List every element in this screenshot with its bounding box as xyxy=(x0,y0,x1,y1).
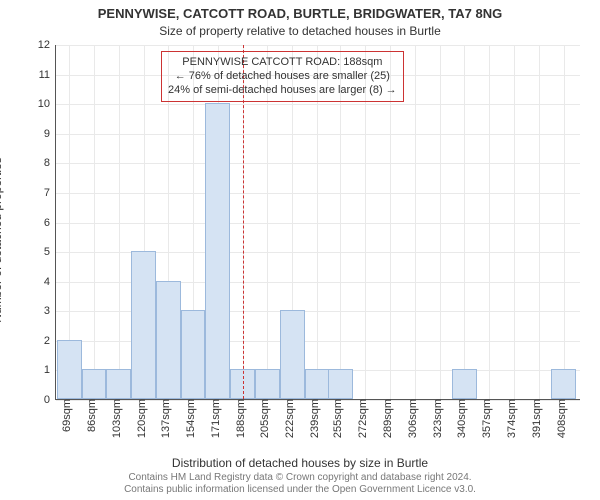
histogram-bar xyxy=(551,369,576,399)
x-tick-label: 374sqm xyxy=(502,399,518,438)
chart-subtitle: Size of property relative to detached ho… xyxy=(0,24,600,38)
plot-area: 012345678910111269sqm86sqm103sqm120sqm13… xyxy=(55,45,580,400)
x-tick-label: 323sqm xyxy=(428,399,444,438)
x-gridline xyxy=(94,45,95,399)
histogram-bar xyxy=(82,369,107,399)
x-tick-label: 205sqm xyxy=(255,399,271,438)
x-tick-label: 154sqm xyxy=(181,399,197,438)
annotation-line: 24% of semi-detached houses are larger (… xyxy=(168,84,397,98)
histogram-bar xyxy=(328,369,353,399)
footer-line-1: Contains HM Land Registry data © Crown c… xyxy=(0,472,600,484)
x-gridline xyxy=(539,45,540,399)
y-tick-label: 3 xyxy=(26,305,56,317)
y-tick-label: 1 xyxy=(26,364,56,376)
y-tick-label: 0 xyxy=(26,394,56,406)
x-tick-label: 272sqm xyxy=(353,399,369,438)
x-tick-label: 86sqm xyxy=(82,399,98,432)
annotation-line: PENNYWISE CATCOTT ROAD: 188sqm xyxy=(168,56,397,70)
x-gridline xyxy=(440,45,441,399)
histogram-bar xyxy=(106,369,131,399)
y-tick-label: 4 xyxy=(26,276,56,288)
x-tick-label: 188sqm xyxy=(231,399,247,438)
x-tick-label: 306sqm xyxy=(403,399,419,438)
y-tick-label: 8 xyxy=(26,157,56,169)
histogram-bar xyxy=(305,369,330,399)
x-tick-label: 222sqm xyxy=(280,399,296,438)
histogram-bar xyxy=(452,369,477,399)
x-tick-label: 340sqm xyxy=(452,399,468,438)
x-tick-label: 391sqm xyxy=(527,399,543,438)
y-tick-label: 11 xyxy=(26,69,56,81)
x-gridline xyxy=(464,45,465,399)
annotation-line: ← 76% of detached houses are smaller (25… xyxy=(168,70,397,84)
x-tick-label: 239sqm xyxy=(305,399,321,438)
x-tick-label: 103sqm xyxy=(107,399,123,438)
y-tick-label: 9 xyxy=(26,128,56,140)
y-tick-label: 5 xyxy=(26,246,56,258)
x-gridline xyxy=(564,45,565,399)
property-size-chart: PENNYWISE, CATCOTT ROAD, BURTLE, BRIDGWA… xyxy=(0,0,600,500)
x-gridline xyxy=(514,45,515,399)
footer-line-2: Contains public information licensed und… xyxy=(0,484,600,496)
x-tick-label: 357sqm xyxy=(477,399,493,438)
y-tick-label: 6 xyxy=(26,217,56,229)
y-tick-label: 7 xyxy=(26,187,56,199)
histogram-bar xyxy=(205,103,230,399)
annotation-box: PENNYWISE CATCOTT ROAD: 188sqm← 76% of d… xyxy=(161,51,404,102)
y-tick-label: 2 xyxy=(26,335,56,347)
histogram-bar xyxy=(255,369,280,399)
chart-footer: Contains HM Land Registry data © Crown c… xyxy=(0,472,600,496)
x-gridline xyxy=(415,45,416,399)
x-tick-label: 137sqm xyxy=(156,399,172,438)
histogram-bar xyxy=(280,310,305,399)
x-tick-label: 289sqm xyxy=(378,399,394,438)
x-tick-label: 255sqm xyxy=(328,399,344,438)
histogram-bar xyxy=(57,340,82,399)
y-tick-label: 12 xyxy=(26,39,56,51)
y-tick-label: 10 xyxy=(26,98,56,110)
x-tick-label: 120sqm xyxy=(132,399,148,438)
y-axis-label: Number of detached properties xyxy=(0,75,4,240)
x-gridline xyxy=(119,45,120,399)
x-tick-label: 171sqm xyxy=(206,399,222,438)
x-tick-label: 69sqm xyxy=(57,399,73,432)
x-gridline xyxy=(489,45,490,399)
histogram-bar xyxy=(156,281,181,399)
x-tick-label: 408sqm xyxy=(552,399,568,438)
chart-title: PENNYWISE, CATCOTT ROAD, BURTLE, BRIDGWA… xyxy=(0,6,600,21)
x-axis-label: Distribution of detached houses by size … xyxy=(0,456,600,470)
histogram-bar xyxy=(131,251,156,399)
histogram-bar xyxy=(181,310,206,399)
